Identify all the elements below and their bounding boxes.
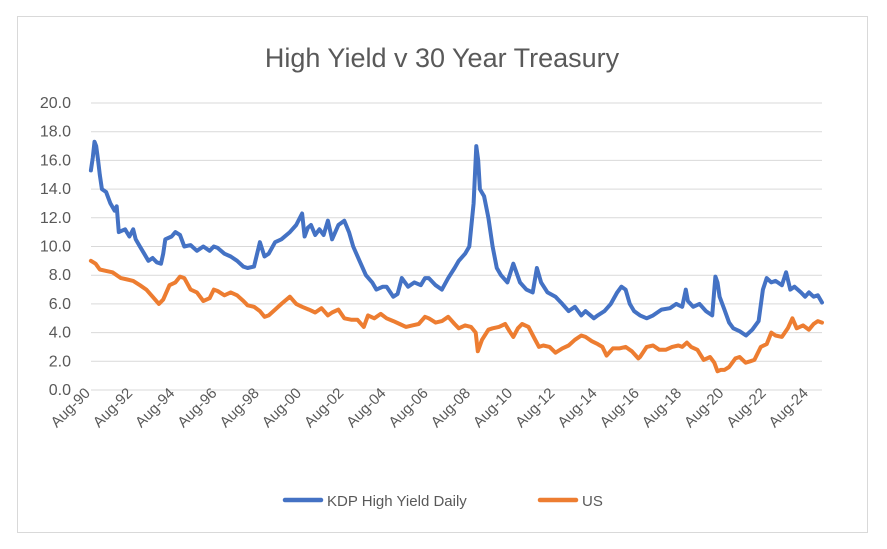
y-tick-label: 2.0 xyxy=(49,353,71,370)
y-tick-label: 18.0 xyxy=(40,124,71,141)
y-tick-label: 20.0 xyxy=(40,95,71,112)
x-tick-label: Aug-00 xyxy=(259,385,305,431)
y-tick-label: 14.0 xyxy=(40,181,71,198)
x-tick-label: Aug-12 xyxy=(512,385,558,431)
x-tick-label: Aug-04 xyxy=(343,385,389,431)
y-axis-ticks: 0.0 2.0 4.0 6.0 8.0 10.0 12.0 14.0 16.0 18.0 20.0 xyxy=(40,95,71,399)
x-tick-label: Aug-10 xyxy=(470,385,516,431)
line-chart: High Yield v 30 Year Treasury 0.0 2.0 4.0 6… xyxy=(40,43,824,510)
x-tick-label: Aug-94 xyxy=(132,385,178,431)
x-axis-ticks: Aug-90Aug-92Aug-94Aug-96Aug-98Aug-00Aug-… xyxy=(48,385,812,431)
legend-label-us: US xyxy=(582,493,603,510)
x-tick-label: Aug-16 xyxy=(597,385,643,431)
y-tick-label: 10.0 xyxy=(40,239,71,256)
y-tick-label: 16.0 xyxy=(40,152,71,169)
x-tick-label: Aug-14 xyxy=(554,385,600,431)
y-tick-label: 0.0 xyxy=(49,382,71,399)
legend: KDP High Yield Daily US xyxy=(282,493,603,510)
x-tick-label: Aug-98 xyxy=(217,385,263,431)
x-tick-label: Aug-08 xyxy=(428,385,474,431)
x-tick-label: Aug-18 xyxy=(639,385,685,431)
x-tick-label: Aug-92 xyxy=(90,385,136,431)
y-tick-label: 4.0 xyxy=(49,325,71,342)
y-tick-label: 6.0 xyxy=(49,296,71,313)
chart-title: High Yield v 30 Year Treasury xyxy=(265,43,620,73)
legend-label-kdp-high-yield: KDP High Yield Daily xyxy=(327,493,467,510)
x-tick-label: Aug-02 xyxy=(301,385,347,431)
y-tick-label: 8.0 xyxy=(49,267,71,284)
series-line-kdp-high-yield xyxy=(88,139,824,338)
x-tick-label: Aug-24 xyxy=(766,385,812,431)
x-tick-label: Aug-96 xyxy=(174,385,220,431)
y-tick-label: 12.0 xyxy=(40,210,71,227)
series-lines xyxy=(88,139,824,374)
series-line-us xyxy=(88,258,824,374)
x-tick-label: Aug-22 xyxy=(723,385,769,431)
x-tick-label: Aug-06 xyxy=(385,385,431,431)
x-tick-label: Aug-20 xyxy=(681,385,727,431)
chart-frame: High Yield v 30 Year Treasury 0.0 2.0 4.0 6… xyxy=(17,16,868,533)
